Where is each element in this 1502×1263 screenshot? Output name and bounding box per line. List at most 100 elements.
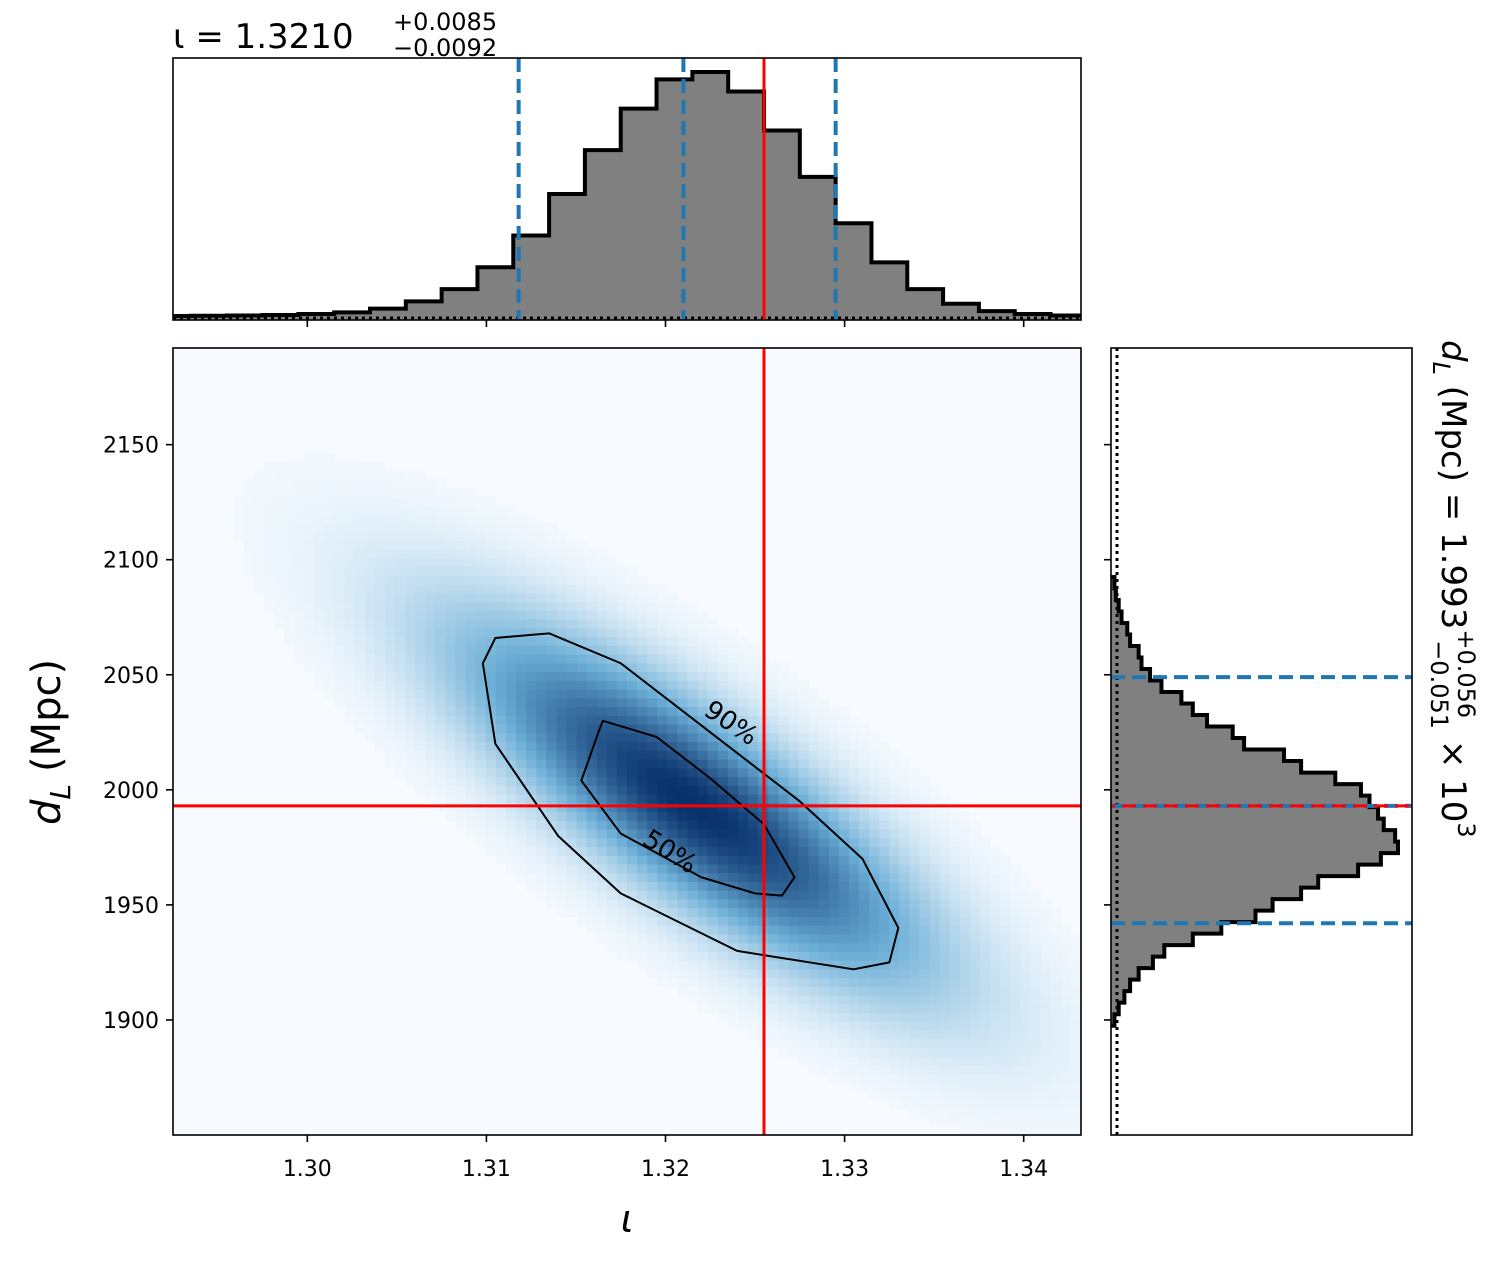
heatmap-cell [576, 898, 588, 909]
heatmap-cell [919, 1065, 931, 1075]
heatmap-cell [546, 592, 557, 603]
heatmap-cell [445, 566, 457, 576]
heatmap-cell [687, 654, 699, 664]
right-title-exponent: 3 [1452, 822, 1480, 837]
heatmap-cell [616, 758, 628, 769]
heatmap-cell [586, 820, 598, 830]
heatmap-cell [828, 724, 840, 734]
heatmap-cell [737, 636, 749, 646]
heatmap-cell [263, 496, 275, 506]
heatmap-cell [576, 916, 588, 926]
heatmap-cell [294, 479, 305, 489]
heatmap-cell [576, 706, 588, 716]
heatmap-cell [889, 863, 900, 874]
heatmap-cell [425, 724, 436, 734]
heatmap-cell [354, 557, 366, 568]
heatmap-cell [879, 1091, 890, 1101]
heatmap-cell [808, 715, 820, 725]
heatmap-cell [909, 925, 921, 935]
heatmap-cell [667, 933, 679, 944]
heatmap-cell [455, 549, 467, 559]
heatmap-cell [1040, 933, 1052, 944]
heatmap-cell [425, 793, 436, 804]
heatmap-cell [1060, 1047, 1072, 1057]
heatmap-cell [425, 619, 436, 629]
heatmap-cell [798, 1047, 810, 1057]
heatmap-cell [748, 872, 759, 883]
heatmap-cell [374, 724, 386, 734]
heatmap-cell [788, 758, 800, 769]
heatmap-cell [748, 898, 759, 909]
heatmap-cell [324, 557, 336, 568]
heatmap-cell [848, 1021, 860, 1031]
heatmap-cell [324, 592, 336, 603]
heatmap-cell [687, 872, 699, 883]
heatmap-cell [717, 750, 729, 760]
heatmap-cell [707, 706, 719, 716]
heatmap-cell [314, 487, 325, 498]
heatmap-cell [516, 689, 527, 699]
heatmap-cell [314, 452, 325, 463]
heatmap-cell [435, 680, 446, 690]
heatmap-cell [677, 820, 689, 830]
heatmap-cell [848, 1012, 860, 1022]
heatmap-cell [808, 732, 820, 743]
heatmap-cell [294, 627, 305, 638]
heatmap-cell [869, 933, 880, 944]
heatmap-cell [405, 575, 416, 585]
heatmap-cell [959, 820, 971, 830]
heatmap-cell [364, 584, 376, 594]
heatmap-cell [748, 785, 759, 795]
heatmap-cell [364, 724, 376, 734]
heatmap-cell [566, 828, 578, 839]
heatmap-cell [495, 531, 507, 541]
heatmap-cell [677, 767, 689, 778]
heatmap-cell [415, 715, 426, 725]
heatmap-cell [556, 689, 568, 699]
heatmap-cell [516, 680, 527, 690]
heatmap-cell [495, 636, 507, 646]
heatmap-cell [980, 986, 991, 996]
heatmap-cell [606, 584, 618, 594]
heatmap-cell [778, 811, 790, 821]
heatmap-cell [1040, 1126, 1052, 1135]
heatmap-cell [768, 741, 779, 751]
heatmap-cell [768, 680, 779, 690]
heatmap-cell [637, 820, 648, 830]
heatmap-cell [475, 619, 487, 629]
heatmap-cell [516, 732, 527, 743]
heatmap-cell [354, 601, 366, 611]
heatmap-cell [737, 898, 749, 909]
heatmap-cell [717, 820, 729, 830]
heatmap-cell [627, 689, 638, 699]
heatmap-cell [536, 645, 547, 655]
heatmap-cell [526, 662, 537, 673]
heatmap-cell [778, 1012, 790, 1022]
heatmap-cell [435, 566, 446, 576]
heatmap-cell [848, 1047, 860, 1057]
heatmap-cell [1060, 1003, 1072, 1014]
heatmap-cell [869, 828, 880, 839]
heatmap-cell [647, 750, 658, 760]
heatmap-cell [495, 715, 507, 725]
heatmap-cell [455, 566, 467, 576]
heatmap-cell [687, 697, 699, 708]
heatmap-cell [707, 846, 719, 856]
heatmap-cell [667, 654, 679, 664]
heatmap-cell [959, 881, 971, 891]
heatmap-cell [808, 846, 820, 856]
heatmap-cell [748, 758, 759, 769]
heatmap-cell [980, 1012, 991, 1022]
heatmap-cell [294, 575, 305, 585]
heatmap-cell [838, 855, 850, 865]
heatmap-cell [354, 636, 366, 646]
heatmap-cell [697, 951, 709, 961]
heatmap-cell [354, 505, 366, 515]
right-histogram-bar [1111, 899, 1273, 912]
heatmap-cell [304, 487, 315, 498]
heatmap-cell [374, 505, 386, 515]
heatmap-cell [798, 968, 810, 979]
heatmap-cell [273, 610, 285, 620]
heatmap-cell [848, 715, 860, 725]
heatmap-cell [526, 811, 537, 821]
